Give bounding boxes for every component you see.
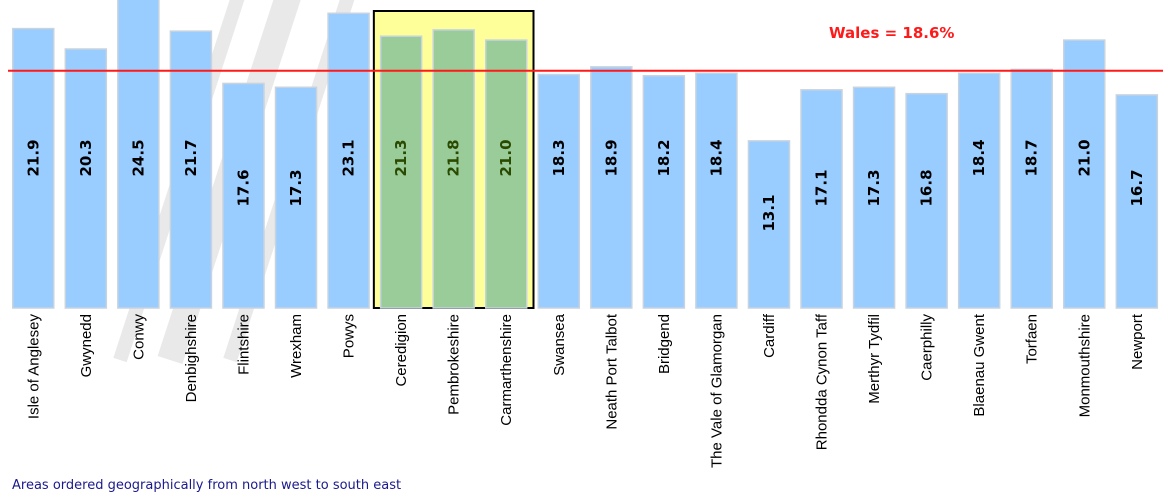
value-label: 21.8 (445, 139, 463, 176)
footnote: Areas ordered geographically from north … (12, 478, 402, 493)
category-label: Merthyr Tydfil (866, 314, 883, 404)
category-label: Cardiff (761, 313, 778, 358)
category-label: Torfaen (1024, 314, 1041, 364)
value-label: 21.7 (182, 139, 200, 176)
category-labels: Isle of Anglesey Gwynedd Conwy Denbighshire… (25, 313, 1146, 468)
value-label: 18.4 (707, 139, 725, 176)
bar-conwy (117, 0, 160, 309)
value-label: 13.1 (760, 194, 778, 231)
category-label: Neath Port Talbot (603, 313, 620, 429)
bar-cardiff (747, 140, 791, 309)
bar-rhondda-cynon-taff (800, 89, 843, 309)
value-label: 24.5 (129, 139, 147, 176)
category-label: Conwy (130, 314, 147, 360)
bar-merthyr-tydfil (852, 86, 896, 309)
bar-newport (1115, 94, 1159, 309)
bar-caerphilly (905, 92, 948, 309)
bar-gwynedd (64, 48, 108, 309)
reference-line-layer: Wales = 18.6% (8, 24, 1163, 72)
value-label: 18.9 (602, 139, 620, 176)
wales-average-label: Wales = 18.6% (829, 24, 954, 42)
value-label: 23.1 (340, 139, 358, 176)
category-label: Rhondda Cynon Taff (814, 313, 831, 450)
bar-bridgend (642, 75, 686, 309)
category-label: Denbighshire (183, 314, 200, 402)
category-label: Wrexham (288, 314, 305, 378)
value-label: 21.3 (392, 139, 410, 176)
value-label: 18.4 (970, 139, 988, 176)
category-label: Newport (1129, 313, 1146, 370)
category-label: The Vale of Glamorgan (708, 314, 725, 468)
bar-blaenau-gwent (957, 72, 1001, 309)
bar-swansea (537, 73, 581, 309)
bar-isle-of-anglesey (12, 27, 55, 309)
category-label: Powys (341, 314, 358, 358)
value-label: 16.8 (918, 169, 936, 206)
category-label: Flintshire (235, 314, 252, 375)
value-label: 17.3 (865, 169, 883, 206)
category-label: Caerphilly (919, 314, 936, 381)
value-label: 18.3 (550, 139, 568, 176)
category-label: Isle of Anglesey (25, 314, 42, 420)
bar-monmouthshire (1063, 39, 1106, 309)
bar-ceredigion (379, 35, 423, 309)
value-label: 17.1 (813, 169, 831, 206)
value-label: 18.7 (1023, 139, 1041, 176)
bar-pembrokeshire (432, 29, 475, 309)
category-label: Pembrokeshire (446, 314, 463, 415)
value-label: 20.3 (77, 139, 95, 176)
bar-value-labels: 21.9 20.3 24.5 21.7 17.6 17.3 23.1 21.3 21.8 21.0… (24, 139, 1146, 231)
category-label: Carmarthenshire (498, 314, 515, 426)
bar-flintshire (222, 82, 265, 309)
category-label: Monmouthshire (1076, 314, 1093, 417)
bar-torfaen (1010, 68, 1053, 309)
category-label: Blaenau Gwent (971, 313, 988, 416)
category-label: Bridgend (656, 314, 673, 374)
value-label: 21.0 (1075, 139, 1093, 176)
value-label: 17.3 (287, 169, 305, 206)
bar-denbighshire (169, 30, 213, 309)
value-label: 21.9 (24, 139, 42, 176)
value-label: 17.6 (234, 169, 252, 206)
bars (12, 0, 1159, 309)
bar-the-vale-of-glamorgan (695, 72, 738, 309)
category-label: Gwynedd (78, 314, 95, 377)
value-label: 18.2 (655, 139, 673, 176)
bar-powys (327, 12, 370, 309)
bar-neath-port-talbot (590, 66, 633, 309)
category-label: Swansea (551, 313, 568, 375)
value-label: 21.0 (497, 139, 515, 176)
value-label: 16.7 (1128, 169, 1146, 206)
category-label: Ceredigion (393, 314, 410, 387)
bar-wrexham (274, 86, 318, 309)
bar-carmarthenshire (484, 39, 528, 309)
